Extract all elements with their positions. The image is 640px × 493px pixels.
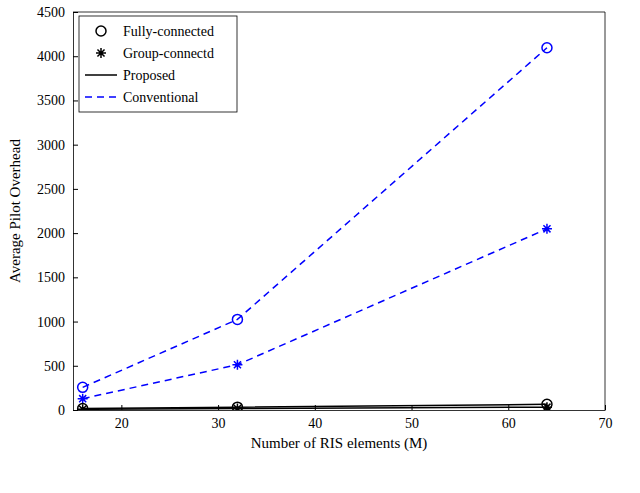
chart: 20 30 40 50 60 70 0 500 1000 1500 2000 2500 3000 3500…: [0, 0, 640, 493]
tick: 2500: [37, 182, 78, 197]
marker: [542, 402, 552, 410]
marker: [542, 224, 552, 234]
tick: 1500: [37, 270, 78, 285]
marker: [232, 360, 242, 370]
y-axis-title: Average Pilot Overhead: [7, 139, 23, 283]
tick: 0: [58, 403, 78, 418]
tick-label: 2000: [37, 226, 65, 241]
y-axis: 0 500 1000 1500 2000 2500 3000 3500 4000 4500: [37, 5, 78, 418]
tick-label: 3500: [37, 93, 65, 108]
legend-label: Conventional: [123, 90, 199, 105]
legend-label: Group-connectd: [123, 46, 214, 61]
marker: [78, 394, 88, 404]
tick-mark: [73, 145, 78, 146]
background: [0, 0, 640, 493]
tick: 4000: [37, 49, 78, 64]
x-axis-title: Number of RIS elements (M): [251, 435, 428, 452]
tick: 1000: [37, 315, 78, 330]
tick-mark: [73, 277, 78, 278]
tick: 2000: [37, 226, 78, 241]
marker: [232, 404, 242, 410]
tick-label: 1500: [37, 270, 65, 285]
x-axis: 20 30 40 50 60 70: [74, 405, 613, 431]
legend-label: Fully-connected: [123, 24, 214, 39]
plot-area: [78, 43, 552, 410]
axis-line: [74, 410, 606, 411]
tick-mark: [605, 405, 606, 410]
legend-marker: [96, 48, 106, 58]
tick: 500: [44, 359, 78, 374]
tick-label: 3000: [37, 138, 65, 153]
marker: [232, 314, 242, 324]
series-line: [83, 229, 547, 399]
tick-mark: [73, 189, 78, 190]
legend-line: [85, 74, 117, 76]
tick-mark: [73, 100, 78, 101]
series-line: [83, 407, 547, 409]
tick-label: 40: [308, 416, 322, 431]
tick-label: 50: [405, 416, 419, 431]
tick: 50: [405, 405, 419, 431]
legend-line: [85, 96, 117, 98]
series-line: [83, 404, 547, 408]
tick-mark: [73, 56, 78, 57]
tick-mark: [73, 410, 78, 411]
marker: [78, 404, 88, 410]
tick: 3500: [37, 93, 78, 108]
legend-label: Proposed: [123, 68, 175, 83]
tick-label: 60: [502, 416, 516, 431]
tick-label: 0: [58, 403, 65, 418]
tick: 4500: [37, 5, 78, 20]
series-line: [83, 48, 547, 388]
tick-mark: [73, 12, 78, 13]
tick-mark: [73, 366, 78, 367]
marker: [78, 404, 88, 410]
tick: 60: [502, 405, 516, 431]
tick-label: 30: [212, 416, 226, 431]
legend-box: [79, 16, 237, 112]
tick-label: 70: [599, 416, 613, 431]
tick-mark: [73, 322, 78, 323]
tick-label: 20: [115, 416, 129, 431]
frame: [73, 12, 605, 13]
marker: [542, 43, 552, 53]
tick-label: 4500: [37, 5, 65, 20]
axis-line: [73, 13, 74, 411]
tick: 70: [599, 405, 613, 431]
tick-label: 4000: [37, 49, 65, 64]
marker: [78, 382, 88, 392]
tick-label: 2500: [37, 182, 65, 197]
legend-marker: [96, 26, 106, 36]
legend: Fully-connected Group-connectd Proposed Con…: [79, 16, 237, 112]
tick-label: 1000: [37, 315, 65, 330]
tick: 3000: [37, 138, 78, 153]
frame: [605, 12, 606, 410]
tick-label: 500: [44, 359, 65, 374]
tick-mark: [73, 233, 78, 234]
